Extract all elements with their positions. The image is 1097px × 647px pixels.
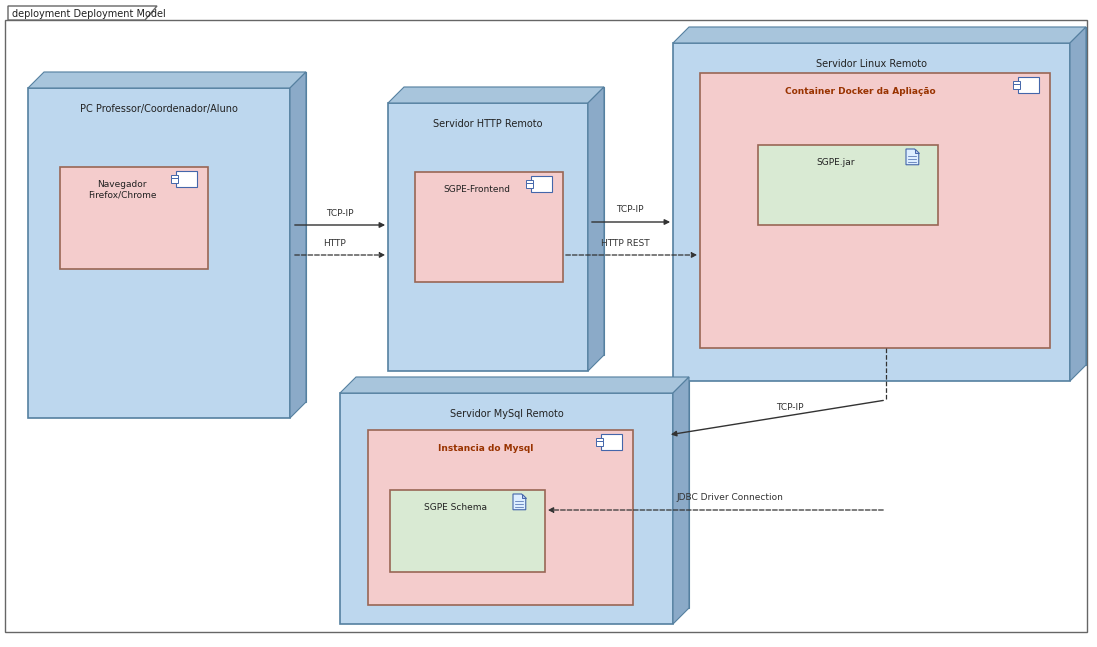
Polygon shape <box>388 87 604 103</box>
Text: Servidor Linux Remoto: Servidor Linux Remoto <box>816 59 927 69</box>
Polygon shape <box>906 149 919 165</box>
Text: Servidor HTTP Remoto: Servidor HTTP Remoto <box>433 119 543 129</box>
Bar <box>340 393 672 624</box>
Bar <box>388 103 588 371</box>
Bar <box>672 43 1070 381</box>
Polygon shape <box>340 377 689 393</box>
Text: SGPE-Frontend: SGPE-Frontend <box>443 185 510 194</box>
Bar <box>689 27 1086 365</box>
Bar <box>758 145 938 225</box>
Polygon shape <box>513 494 525 510</box>
Bar <box>44 72 306 402</box>
Text: Navegador
Firefox/Chrome: Navegador Firefox/Chrome <box>88 180 156 199</box>
Bar <box>525 181 533 185</box>
Bar <box>171 178 178 182</box>
Bar <box>1013 84 1020 89</box>
Polygon shape <box>29 72 306 88</box>
Bar <box>1013 82 1020 86</box>
Bar <box>391 490 545 572</box>
Bar <box>29 88 290 418</box>
Bar <box>404 87 604 355</box>
Polygon shape <box>290 72 306 418</box>
Bar <box>596 439 603 443</box>
Text: deployment Deployment Model: deployment Deployment Model <box>12 9 166 19</box>
Bar <box>60 167 208 269</box>
Bar <box>367 430 633 605</box>
Text: JDBC Driver Connection: JDBC Driver Connection <box>677 494 783 503</box>
Text: TCP-IP: TCP-IP <box>326 208 353 217</box>
Bar <box>415 172 563 282</box>
Bar <box>171 175 178 180</box>
Bar <box>601 434 622 450</box>
Text: TCP-IP: TCP-IP <box>777 404 804 413</box>
Polygon shape <box>672 27 1086 43</box>
Polygon shape <box>588 87 604 371</box>
Bar <box>700 73 1050 348</box>
Text: HTTP: HTTP <box>324 239 347 248</box>
Polygon shape <box>672 377 689 624</box>
Polygon shape <box>915 149 919 153</box>
Bar <box>176 171 196 187</box>
Bar <box>357 377 689 608</box>
Text: TCP-IP: TCP-IP <box>617 206 644 215</box>
Bar <box>531 176 552 192</box>
Bar <box>596 441 603 446</box>
Text: SGPE.jar: SGPE.jar <box>817 158 856 167</box>
Polygon shape <box>1070 27 1086 381</box>
Text: Container Docker da Aplìação: Container Docker da Aplìação <box>784 87 936 96</box>
Polygon shape <box>521 494 525 498</box>
Bar <box>525 183 533 188</box>
Text: Instancia do Mysql: Instancia do Mysql <box>438 444 533 453</box>
Bar <box>1018 77 1039 93</box>
Text: PC Professor/Coordenador/Aluno: PC Professor/Coordenador/Aluno <box>80 104 238 114</box>
Polygon shape <box>8 6 157 20</box>
Text: SGPE Schema: SGPE Schema <box>425 503 487 512</box>
Text: Servidor MySql Remoto: Servidor MySql Remoto <box>450 409 564 419</box>
Text: HTTP REST: HTTP REST <box>601 239 649 248</box>
